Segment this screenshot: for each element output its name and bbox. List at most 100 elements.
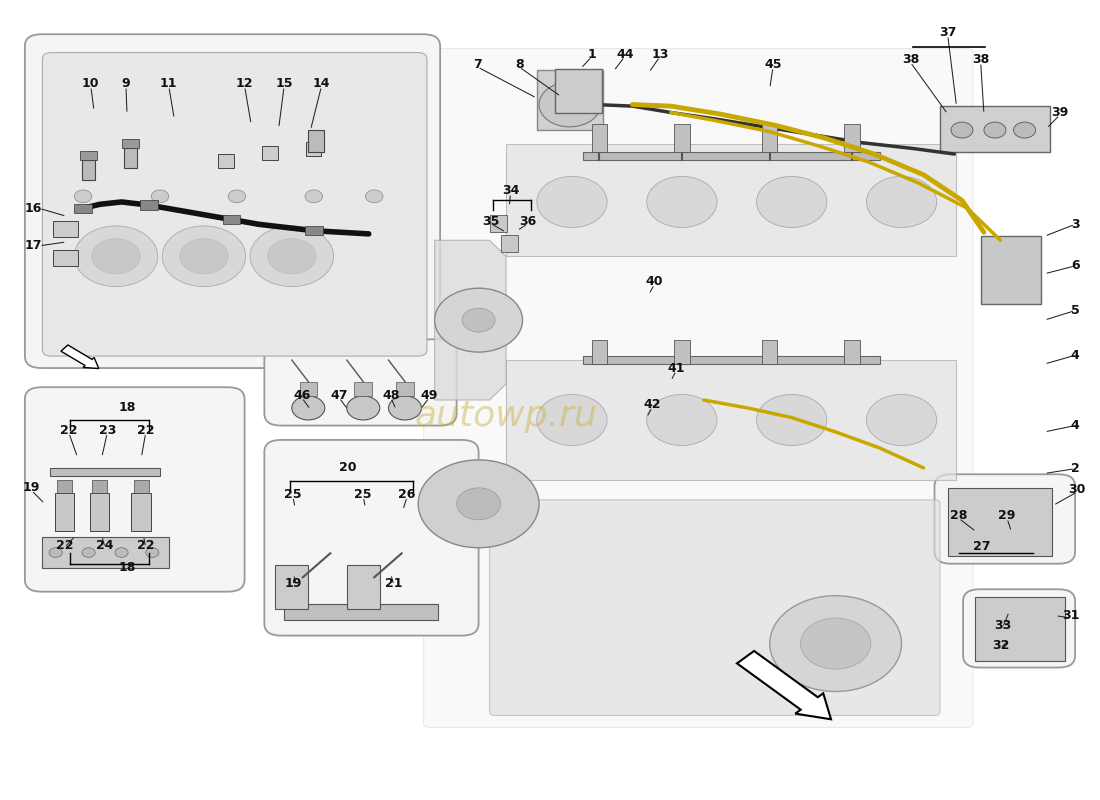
Circle shape [647,176,717,227]
Circle shape [867,176,937,227]
Bar [490,214,507,232]
Circle shape [539,82,601,127]
Text: 38: 38 [902,54,918,66]
Bar [592,340,607,364]
Circle shape [757,176,827,227]
Bar [948,488,1052,556]
Text: 45: 45 [764,58,782,71]
Bar [346,566,380,610]
Text: 11: 11 [160,78,177,90]
Circle shape [757,394,827,446]
Circle shape [952,122,974,138]
Bar [54,250,78,266]
Bar [275,566,308,610]
Text: 7: 7 [473,58,482,71]
Bar [306,142,321,157]
Circle shape [250,226,333,286]
Text: 26: 26 [398,488,416,501]
Circle shape [92,238,140,274]
Bar [123,149,136,169]
Bar [131,493,151,531]
Text: autowp.ru: autowp.ru [415,399,597,433]
Bar [556,69,602,113]
Circle shape [305,190,322,202]
Text: 41: 41 [668,362,685,374]
Bar [140,200,157,210]
FancyArrow shape [737,651,830,719]
Text: 9: 9 [122,78,130,90]
Circle shape [418,460,539,548]
Text: 24: 24 [97,539,113,552]
Bar [537,70,603,130]
Bar [54,221,78,237]
Text: 31: 31 [1063,609,1079,622]
Circle shape [114,548,128,558]
Circle shape [1013,122,1035,138]
Bar [222,214,240,224]
Bar [57,480,73,493]
Text: 42: 42 [644,398,661,411]
Polygon shape [434,240,506,400]
Text: 28: 28 [950,510,967,522]
Circle shape [770,596,902,691]
Circle shape [462,308,495,332]
Text: 15: 15 [275,78,293,90]
Bar [845,125,860,153]
Bar [80,151,98,161]
Text: 16: 16 [25,202,42,215]
Text: 29: 29 [999,510,1015,522]
Bar [674,340,690,364]
FancyBboxPatch shape [424,49,974,727]
FancyBboxPatch shape [264,339,456,426]
Bar [305,226,322,235]
Circle shape [267,238,316,274]
Circle shape [75,190,92,202]
Bar [940,106,1049,153]
Bar [75,203,92,213]
Text: 38: 38 [972,54,989,66]
Circle shape [179,238,228,274]
Circle shape [292,396,324,420]
FancyBboxPatch shape [490,500,940,715]
Circle shape [75,226,157,286]
Bar [121,139,139,149]
Text: 5: 5 [1070,304,1079,317]
Circle shape [365,190,383,202]
Text: 19: 19 [284,577,301,590]
Circle shape [388,396,421,420]
Text: 37: 37 [939,26,956,39]
Bar [299,382,317,396]
Circle shape [867,394,937,446]
Bar [90,493,110,531]
FancyArrow shape [60,345,99,369]
Text: 20: 20 [339,461,356,474]
Bar [133,480,148,493]
Bar [396,382,414,396]
Bar [762,340,778,364]
Text: 17: 17 [25,239,43,252]
Text: 14: 14 [312,78,330,90]
Bar [762,125,778,153]
Polygon shape [506,360,957,480]
Text: 1: 1 [587,48,596,61]
Circle shape [434,288,522,352]
Circle shape [228,190,245,202]
Circle shape [151,190,168,202]
Bar [284,604,438,620]
Text: 22: 22 [138,424,154,437]
Text: 25: 25 [284,488,301,501]
Text: 30: 30 [1068,483,1086,496]
Bar [583,153,880,161]
Text: 47: 47 [330,389,348,402]
Bar [583,356,880,364]
FancyBboxPatch shape [43,53,427,356]
Bar [262,146,277,161]
Text: 4: 4 [1070,419,1079,432]
Text: 3: 3 [1070,218,1079,231]
Circle shape [346,396,380,420]
Text: 44: 44 [616,48,634,61]
FancyBboxPatch shape [25,387,244,592]
Text: 22: 22 [138,539,154,552]
Text: 32: 32 [992,639,1009,653]
Text: 10: 10 [82,78,99,90]
